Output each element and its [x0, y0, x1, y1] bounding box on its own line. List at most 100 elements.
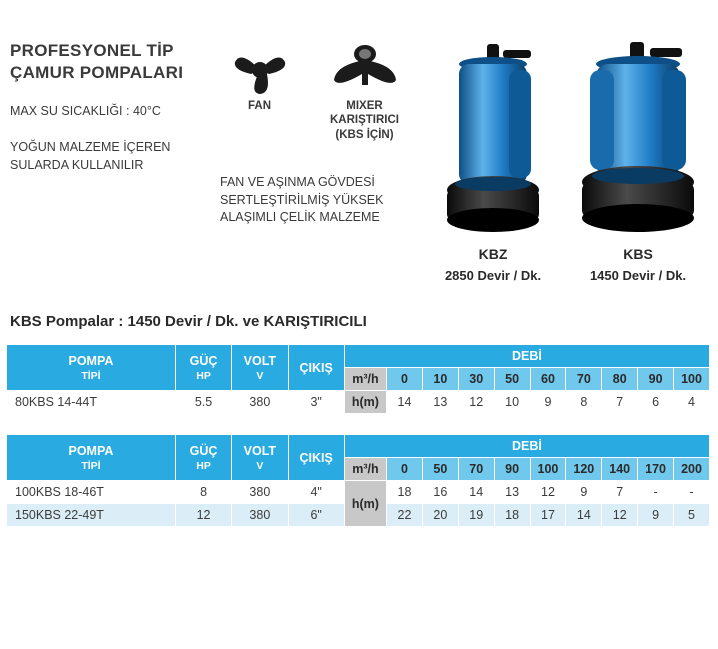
top-section: PROFESYONEL TİP ÇAMUR POMPALARI MAX SU S… [0, 0, 718, 293]
cell-hm: - [674, 481, 710, 504]
pump-kbs-name: KBS [623, 246, 653, 262]
col-volt: VOLTV [232, 435, 288, 481]
product-title: PROFESYONEL TİP ÇAMUR POMPALARI [10, 40, 210, 84]
cell-hm: 14 [458, 481, 494, 504]
section-title: KBS Pompalar : 1450 Devir / Dk. ve KARIŞ… [10, 313, 718, 330]
cell-outlet: 3" [288, 391, 344, 414]
cell-hm: 5 [674, 504, 710, 527]
cell-hm: 14 [566, 504, 602, 527]
unit-hm: h(m) [344, 391, 386, 414]
col-flow: DEBİ [344, 345, 709, 368]
cell-model: 100KBS 18-46T [7, 481, 176, 504]
max-temp-label: MAX SU SICAKLIĞI : 40°C [10, 104, 210, 118]
mixer-label-l3: (KBS İÇİN) [335, 129, 393, 141]
usage-label: YOĞUN MALZEME İÇEREN SULARDA KULLANILIR [10, 138, 210, 174]
cell-volt: 380 [232, 391, 288, 414]
col-model: POMPATİPİ [7, 345, 176, 391]
cell-model: 150KBS 22-49T [7, 504, 176, 527]
mixer-label: MIXER KARIŞTIRICI (KBS İÇİN) [330, 99, 399, 142]
flow-header: 0 [387, 458, 423, 481]
col-flow: DEBİ [344, 435, 709, 458]
cell-hm: 20 [422, 504, 458, 527]
flow-header: 80 [602, 368, 638, 391]
col-model: POMPATİPİ [7, 435, 176, 481]
flow-header: 60 [530, 368, 566, 391]
cell-hm: 8 [566, 391, 602, 414]
unit-m3h: m³/h [344, 368, 386, 391]
cell-hm: 4 [674, 391, 710, 414]
cell-hm: 14 [387, 391, 423, 414]
flow-header: 10 [422, 368, 458, 391]
cell-hm: 13 [422, 391, 458, 414]
cell-hm: 17 [530, 504, 566, 527]
cell-hm: 13 [494, 481, 530, 504]
material-note: FAN VE AŞINMA GÖVDESİ SERTLEŞTİRİLMİŞ YÜ… [220, 174, 410, 227]
flow-header: 100 [530, 458, 566, 481]
col-power: GÜÇHP [175, 345, 231, 391]
cell-hm: 6 [638, 391, 674, 414]
cell-hm: 18 [387, 481, 423, 504]
cell-hp: 5.5 [175, 391, 231, 414]
fan-label: FAN [248, 99, 271, 113]
cell-hp: 8 [175, 481, 231, 504]
left-column: PROFESYONEL TİP ÇAMUR POMPALARI MAX SU S… [10, 40, 210, 283]
title-line2: ÇAMUR POMPALARI [10, 63, 183, 82]
cell-outlet: 4" [288, 481, 344, 504]
mixer-label-l1: MIXER [346, 100, 382, 112]
flow-header: 140 [602, 458, 638, 481]
flow-header: 50 [494, 368, 530, 391]
col-outlet: ÇIKIŞ [288, 435, 344, 481]
cell-hp: 12 [175, 504, 231, 527]
mixer-label-l2: KARIŞTIRICI [330, 114, 399, 126]
cell-hm: 12 [530, 481, 566, 504]
flow-header: 70 [458, 458, 494, 481]
cell-hm: 9 [638, 504, 674, 527]
flow-header: 50 [422, 458, 458, 481]
col-volt: VOLTV [232, 345, 288, 391]
pump-kbs-icon [568, 40, 708, 240]
cell-hm: 9 [566, 481, 602, 504]
cell-outlet: 6" [288, 504, 344, 527]
cell-hm: 12 [458, 391, 494, 414]
flow-header: 100 [674, 368, 710, 391]
cell-volt: 380 [232, 504, 288, 527]
fan-icon-cell: FAN [229, 40, 291, 142]
flow-header: 30 [458, 368, 494, 391]
flow-header: 90 [638, 368, 674, 391]
table-row: 100KBS 18-46T83804"h(m)181614131297-- [7, 481, 710, 504]
cell-hm: 18 [494, 504, 530, 527]
cell-hm: 22 [387, 504, 423, 527]
spec-table-2: POMPATİPİGÜÇHPVOLTVÇIKIŞDEBİm³/h05070901… [6, 434, 710, 527]
unit-m3h: m³/h [344, 458, 386, 481]
cell-hm: 7 [602, 481, 638, 504]
pump-kbz-sub: 2850 Devir / Dk. [445, 268, 541, 283]
pump-images-column: KBZ 2850 Devir / Dk. [420, 40, 708, 283]
cell-hm: 7 [602, 391, 638, 414]
pump-kbz-icon [433, 40, 553, 240]
flow-header: 200 [674, 458, 710, 481]
cell-hm: 9 [530, 391, 566, 414]
cell-hm: 16 [422, 481, 458, 504]
flow-header: 90 [494, 458, 530, 481]
title-line1: PROFESYONEL TİP [10, 41, 174, 60]
unit-hm: h(m) [344, 481, 386, 527]
cell-hm: 12 [602, 504, 638, 527]
cell-hm: - [638, 481, 674, 504]
component-icons: FAN MIXER KARIŞTIRICI (KBS İÇİN) [220, 40, 410, 142]
flow-header: 70 [566, 368, 602, 391]
spec-table-1: POMPATİPİGÜÇHPVOLTVÇIKIŞDEBİm³/h01030506… [6, 344, 710, 414]
mixer-icon [328, 40, 402, 95]
col-power: GÜÇHP [175, 435, 231, 481]
cell-hm: 10 [494, 391, 530, 414]
fan-icon [229, 40, 291, 95]
mixer-icon-cell: MIXER KARIŞTIRICI (KBS İÇİN) [328, 40, 402, 142]
table-row: 80KBS 14-44T5.53803"h(m)1413121098764 [7, 391, 710, 414]
pump-kbs-sub: 1450 Devir / Dk. [590, 268, 686, 283]
flow-header: 120 [566, 458, 602, 481]
middle-column: FAN MIXER KARIŞTIRICI (KBS İÇİN) [220, 40, 410, 283]
pump-kbz-cell: KBZ 2850 Devir / Dk. [433, 40, 553, 283]
pump-kbz-name: KBZ [479, 246, 508, 262]
cell-hm: 19 [458, 504, 494, 527]
pump-kbs-cell: KBS 1450 Devir / Dk. [568, 40, 708, 283]
flow-header: 170 [638, 458, 674, 481]
